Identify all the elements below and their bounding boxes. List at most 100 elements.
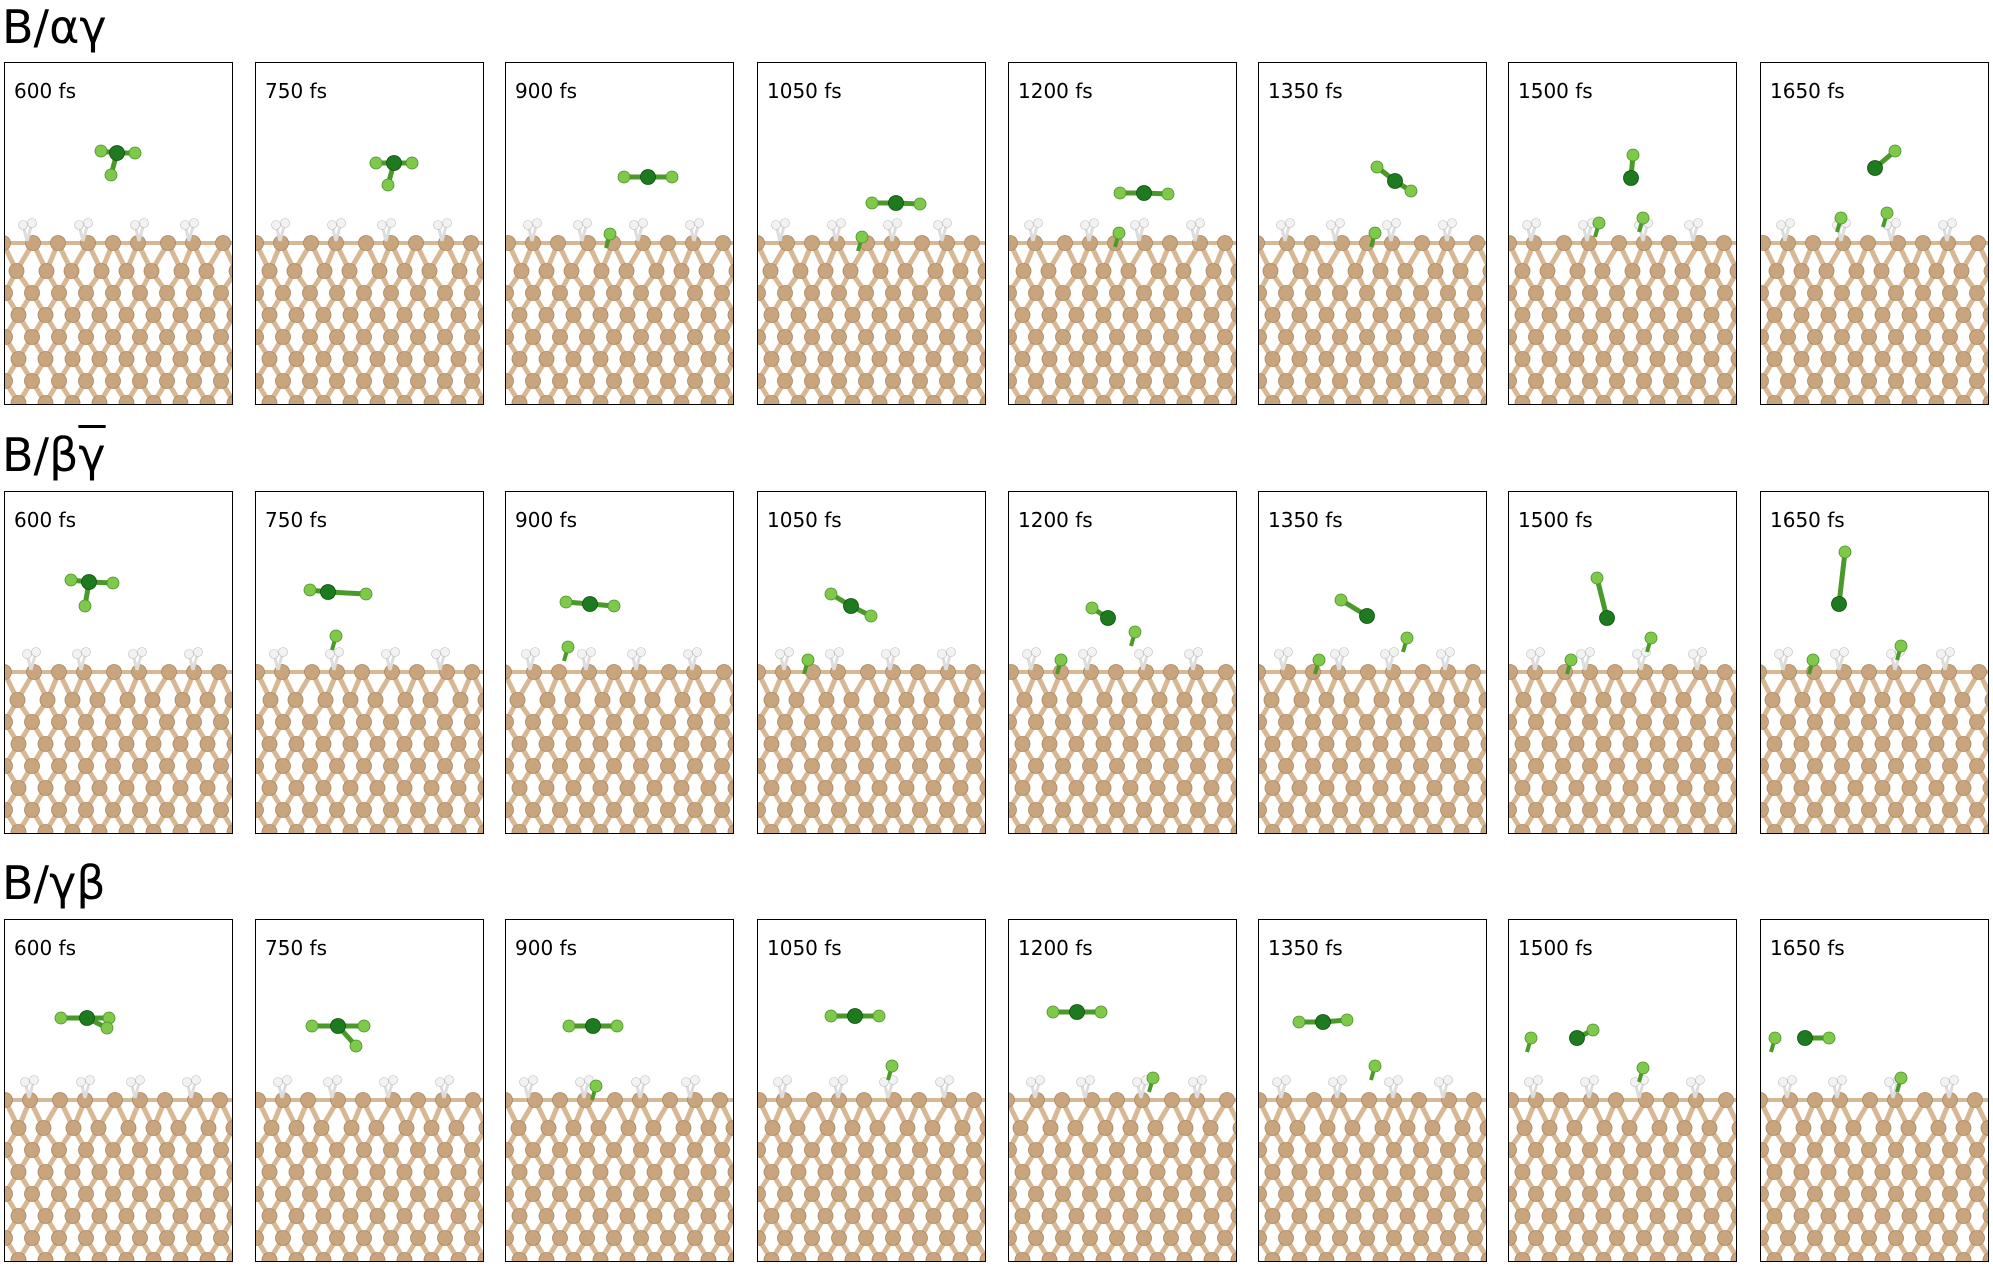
substrate-atom [1149,307,1166,323]
substrate-atom [8,263,25,279]
substrate-atom [700,824,717,833]
substrate-atom [511,824,528,833]
substrate-atom [1334,235,1350,251]
hydrogen-atom [139,218,149,228]
substrate-atom [1555,285,1571,301]
substrate-atom [619,736,636,752]
substrate-atom [1426,307,1443,323]
substrate-atom [199,395,216,404]
hydrogen-atom [834,647,844,657]
substrate-atom [844,351,861,367]
substrate-atom [1278,802,1294,818]
time-label: 1500 fs [1518,508,1593,532]
boron-atom [1599,610,1615,626]
substrate-atom [777,714,793,730]
substrate-atom [1676,824,1693,833]
substrate-atom [1359,758,1375,774]
substrate-atom [1264,736,1281,752]
substrate-atom [1582,714,1598,730]
substrate-lattice [1009,218,1236,404]
substrate-atom [646,736,663,752]
substrate-atom [1359,373,1375,389]
substrate-atom [186,1186,202,1202]
substrate-atom [914,235,930,251]
fluorine-atom [128,146,142,160]
substrate-atom [37,351,54,367]
substrate-atom [118,780,135,796]
substrate-atom [1509,285,1517,301]
fluorine-atom [1838,545,1852,559]
fluorine-atom [865,196,879,210]
substrate-atom [24,714,40,730]
substrate-atom [633,285,649,301]
substrate-atom [256,373,264,389]
substrate-atom [1622,736,1639,752]
substrate-atom [619,351,636,367]
substrate-atom [858,329,874,345]
substrate-atom [817,307,834,323]
substrate-atom [118,395,135,404]
substrate-atom [1847,351,1864,367]
substrate-atom [714,373,730,389]
substrate-atom [1847,736,1864,752]
boron-atom [1867,160,1883,176]
substrate-atom [1230,736,1236,752]
substrate-atom [1318,692,1335,708]
fluorine-atom [864,609,878,623]
substrate-atom [1730,736,1736,752]
snapshot-image [1509,571,1736,833]
substrate-atom [1278,285,1294,301]
hydrogen-atom [685,220,695,230]
substrate-atom [978,692,985,708]
substrate-atom [1663,329,1679,345]
substrate-atom [437,802,453,818]
substrate-atom [78,329,94,345]
substrate-atom [1016,692,1033,708]
substrate-atom [226,824,232,833]
substrate-atom [1399,307,1416,323]
substrate-atom [256,802,264,818]
snapshot-image [256,583,483,833]
substrate-atom [1055,373,1071,389]
hydrogen-atom [1285,218,1295,228]
substrate-atom [1568,780,1585,796]
hydrogen-atom [1531,218,1541,228]
substrate-atom [1217,758,1233,774]
substrate-atom [91,780,108,796]
substrate-atom [1555,373,1571,389]
substrate-atom [451,263,468,279]
substrate-atom [199,780,216,796]
hydrogen-atom [825,649,835,659]
substrate-atom [779,235,795,251]
hydrogen-atom [327,220,337,230]
bf-molecule [603,169,679,249]
substrate-atom [939,373,955,389]
substrate-atom [288,736,305,752]
hydrogen-atom [638,218,648,228]
substrate-atom [804,373,820,389]
hydrogen-atom [1938,220,1948,230]
substrate-atom [525,285,541,301]
time-label: 1200 fs [1018,508,1093,532]
substrate-atom [1332,285,1348,301]
substrate-atom [437,329,453,345]
substrate-atom [1609,373,1625,389]
substrate-atom [39,692,56,708]
hydrogen-atom [771,220,781,230]
substrate-atom [1068,307,1085,323]
snapshot-image [506,595,733,833]
snapshot-image [1259,593,1486,833]
substrate-atom [199,824,216,833]
substrate-atom [159,758,175,774]
substrate-atom [1217,329,1233,345]
substrate-atom [1426,736,1443,752]
substrate-atom [592,307,609,323]
substrate-atom [1780,373,1796,389]
lattice-bond [230,700,232,704]
substrate-atom [1636,373,1652,389]
substrate-atom [714,714,730,730]
substrate-atom [1482,264,1486,278]
substrate-atom [687,714,703,730]
substrate-atom [1874,307,1891,323]
hydrogen-atom [1339,647,1349,657]
